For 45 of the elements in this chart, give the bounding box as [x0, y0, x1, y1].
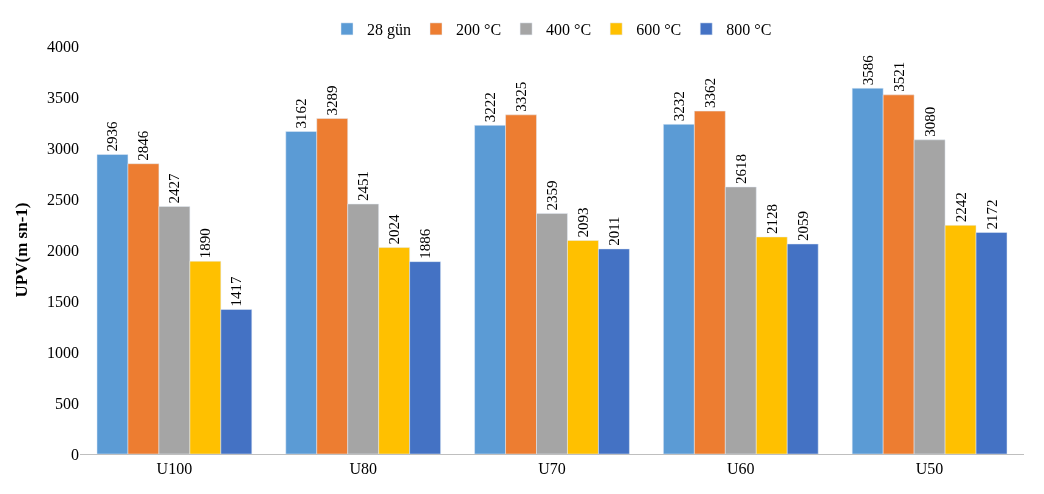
y-tick-label: 2000	[47, 241, 79, 259]
y-tick-label: 3500	[47, 88, 79, 106]
y-tick-label: 0	[71, 445, 79, 463]
y-tick-label: 4000	[47, 37, 79, 55]
data-label: 2024	[386, 214, 403, 245]
data-label: 2936	[104, 121, 121, 152]
x-tick-label: U80	[349, 460, 377, 478]
legend-label: 28 gün	[367, 21, 411, 40]
data-label: 3080	[921, 106, 938, 137]
legend-label: 400 °C	[546, 21, 592, 39]
data-label: 2011	[605, 216, 622, 246]
data-label: 2128	[763, 203, 780, 234]
x-tick-label: U60	[727, 460, 755, 478]
x-tick-label: U50	[915, 460, 944, 478]
y-tick-label: 2500	[47, 190, 79, 208]
data-label: 1886	[417, 228, 434, 259]
x-tick-label: U70	[538, 460, 566, 478]
data-label: 2242	[952, 192, 969, 223]
data-label: 3325	[513, 81, 530, 112]
data-label: 1417	[228, 275, 245, 307]
data-label: 2359	[544, 180, 560, 211]
legend-label: 800 °C	[726, 21, 772, 39]
data-label: 3586	[859, 54, 876, 86]
data-label: 1890	[197, 228, 214, 259]
data-label: 2451	[355, 171, 372, 201]
data-label: 2427	[166, 172, 183, 204]
data-label: 3362	[701, 78, 718, 109]
legend-label: 200 °C	[456, 21, 502, 39]
y-tick-label: 500	[55, 394, 79, 412]
legend-label: 600 °C	[636, 21, 682, 39]
data-label: 3521	[890, 61, 907, 92]
data-label: 2172	[983, 199, 1000, 230]
y-tick-label: 1500	[47, 292, 79, 310]
data-label: 3162	[293, 98, 310, 129]
data-label: 2059	[794, 210, 811, 241]
data-label: 2846	[135, 130, 152, 161]
y-axis-title: UPV(m sn-1)	[11, 202, 31, 298]
y-tick-label: 3000	[47, 139, 79, 157]
data-label: 2618	[732, 153, 749, 184]
x-tick-label: U100	[156, 460, 193, 478]
data-label: 3232	[670, 91, 687, 122]
data-label: 2093	[574, 207, 591, 238]
data-label: 3289	[324, 85, 341, 116]
data-label: 3222	[482, 92, 499, 123]
y-tick-label: 1000	[47, 343, 79, 361]
